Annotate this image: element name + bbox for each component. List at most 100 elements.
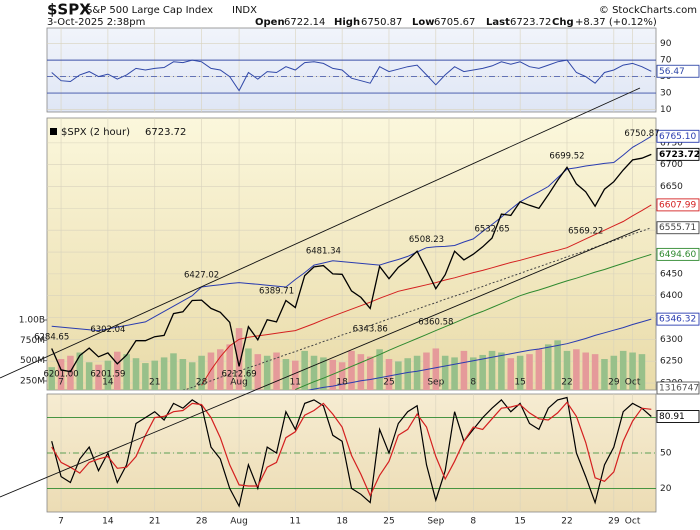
last-value-label: 6346.32	[659, 315, 696, 325]
quote-value: +8.37 (+0.12%)	[575, 17, 657, 28]
quote-name: High	[334, 17, 360, 28]
volume-bar	[95, 364, 102, 390]
last-value-box	[656, 147, 700, 161]
volume-bar	[310, 355, 318, 390]
x-tick-label: 7	[58, 378, 64, 388]
y-tick-label: 10	[660, 105, 672, 115]
price-annotation: 6360.58	[418, 317, 453, 327]
y-tick-label: 6300	[660, 335, 683, 345]
volume-bar	[619, 350, 627, 390]
price-layer	[51, 135, 652, 390]
x-tick-label: Sep	[427, 378, 444, 388]
volume-bar	[479, 354, 486, 390]
y-tick-label: 6450	[660, 269, 683, 279]
trend-line	[0, 87, 641, 379]
trend-lines	[0, 87, 641, 498]
series-line	[182, 227, 652, 390]
series-line	[51, 59, 652, 92]
price-annotation: 6302.04	[90, 325, 125, 335]
last-value-label: 6555.71	[659, 223, 696, 233]
volume-bar	[76, 352, 84, 390]
symbol: $SPX	[47, 1, 91, 19]
volume-bar	[170, 353, 177, 390]
x-tick-label: 18	[336, 378, 348, 388]
last-value-box	[656, 129, 700, 143]
rsi-panel	[46, 27, 657, 113]
volume-bar	[498, 352, 505, 390]
price-annotation: 6750.87	[624, 129, 659, 139]
series-line	[295, 253, 652, 390]
price-annotation: 6532.65	[474, 224, 509, 234]
volume-bar	[451, 357, 458, 390]
volume-bar	[441, 355, 449, 390]
price-annotation: 6201.59	[90, 370, 125, 380]
y-tick-label: 6650	[660, 182, 683, 192]
volume-bar	[301, 350, 308, 390]
last-value-box	[656, 198, 700, 212]
volume-bar	[563, 350, 571, 390]
volume-bar	[188, 362, 196, 390]
legend-value: 6723.72	[145, 127, 186, 138]
x-tick-label: Oct	[625, 378, 641, 388]
volume-bar	[113, 351, 121, 390]
volume-bar	[245, 348, 252, 390]
y-tick-label: 30	[660, 89, 672, 99]
volume-bar	[292, 360, 299, 390]
volume-bar	[263, 355, 271, 390]
series-line	[51, 135, 652, 332]
volume-bar	[104, 360, 112, 390]
legend-label: $SPX (2 hour)	[61, 127, 130, 138]
volume-bar	[179, 359, 187, 390]
legend-swatch	[50, 128, 57, 135]
x-tick-label: 22	[561, 517, 572, 527]
last-value-label: 56.47	[659, 67, 685, 77]
quote-value: 6705.67	[434, 17, 475, 28]
volume-tick-label: 250M	[20, 376, 45, 386]
volume-bar	[132, 358, 140, 390]
price-annotation: 6481.34	[306, 247, 341, 257]
last-value-label: 1316747	[659, 384, 699, 394]
volume-bar	[348, 350, 355, 390]
volume-bar	[516, 355, 524, 390]
last-value-box	[656, 410, 700, 423]
volume-bar	[573, 349, 580, 390]
volume-bar	[366, 356, 374, 390]
y-tick-label: 6750	[660, 138, 683, 148]
quote-value: 6723.72	[510, 17, 551, 28]
x-tick-label: 22	[561, 378, 572, 388]
volume-bar	[235, 328, 243, 390]
x-tick-label: Oct	[625, 517, 641, 527]
price-annotation: 6284.65	[34, 333, 69, 343]
price-annotation: 6699.52	[549, 151, 584, 161]
index-name: S&P 500 Large Cap Index	[86, 5, 213, 16]
quote: Open 6722.14 High 6750.87 Low 6705.67 Last 6723…	[255, 17, 657, 28]
volume-bar	[535, 349, 543, 390]
volume-bar	[376, 349, 383, 390]
x-tick-label: 15	[514, 378, 525, 388]
x-tick-label: 21	[149, 378, 160, 388]
last-value-box	[656, 312, 700, 326]
datetime: 3-Oct-2025 2:38pm	[47, 17, 145, 28]
series-line	[51, 153, 652, 373]
volume-bar	[123, 354, 130, 390]
y-tick-label: 70	[660, 56, 672, 66]
x-tick-label: 15	[514, 517, 525, 527]
volume-bar	[254, 354, 262, 390]
volume-bar	[338, 362, 346, 390]
series-line	[201, 204, 652, 386]
quote-value: 6722.14	[284, 17, 325, 28]
rsi-layer	[51, 59, 652, 92]
x-tick-label: 11	[290, 378, 301, 388]
series-line	[306, 318, 652, 390]
volume-bar	[320, 357, 327, 390]
exchange: INDX	[232, 5, 257, 16]
price-annotation: 6427.02	[184, 270, 219, 280]
last-value-label: 80.91	[659, 412, 685, 422]
x-tick-label: 14	[102, 378, 114, 388]
volume-bar	[385, 359, 393, 390]
volume-bar	[638, 354, 646, 390]
x-tick-label: 25	[383, 378, 394, 388]
volume-bar	[470, 357, 477, 390]
price-annotation: 6569.22	[568, 226, 603, 236]
